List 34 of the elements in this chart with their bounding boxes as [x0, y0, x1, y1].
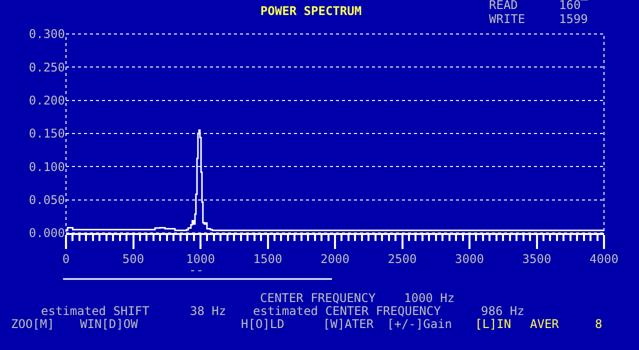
y-tick-label: 0.100 — [28, 160, 65, 174]
x-tick-label: 2000 — [320, 252, 350, 266]
x-tick-label: 3000 — [455, 252, 484, 266]
x-tick-label: 3500 — [522, 252, 552, 266]
text: 986 Hz — [481, 304, 524, 318]
text: 38 Hz — [190, 304, 226, 318]
y-tick-label: 0.250 — [28, 60, 65, 74]
y-tick-label: 0.150 — [28, 126, 65, 141]
x-tick-label: 500 — [122, 252, 144, 266]
text: 1599 — [559, 12, 588, 26]
y-tick-label: 0.200 — [28, 94, 65, 108]
text: estimated SHIFT — [41, 304, 150, 318]
text: CENTER FREQUENCY — [260, 291, 376, 305]
x-tick-label: 0 — [62, 252, 70, 266]
text: READ — [489, 0, 518, 12]
text: WRITE — [489, 12, 526, 26]
y-tick-label: 0.050 — [28, 193, 65, 208]
text: estimated CENTER FREQUENCY — [253, 304, 442, 318]
text: 8 — [595, 317, 602, 331]
text: ZOO[M] — [11, 317, 54, 331]
text: WIN[D]OW — [80, 317, 139, 331]
text: 160‾ — [559, 0, 589, 12]
x-tick-label: 2500 — [388, 252, 417, 266]
y-tick-label: 0.300 — [28, 27, 65, 42]
y-tick-label: 0.000 — [28, 226, 65, 240]
x-tick-label: 1500 — [253, 252, 282, 266]
text: 1000 Hz — [404, 291, 455, 305]
text: [W]ATER — [323, 317, 374, 331]
chart-title: POWER SPECTRUM — [260, 4, 362, 18]
text: [L]IN — [475, 317, 512, 331]
x-tick-label: 4000 — [590, 252, 618, 266]
text: AVER — [530, 317, 560, 331]
text: [+/-]Gain — [387, 317, 452, 331]
text: H[O]LD — [241, 317, 284, 331]
